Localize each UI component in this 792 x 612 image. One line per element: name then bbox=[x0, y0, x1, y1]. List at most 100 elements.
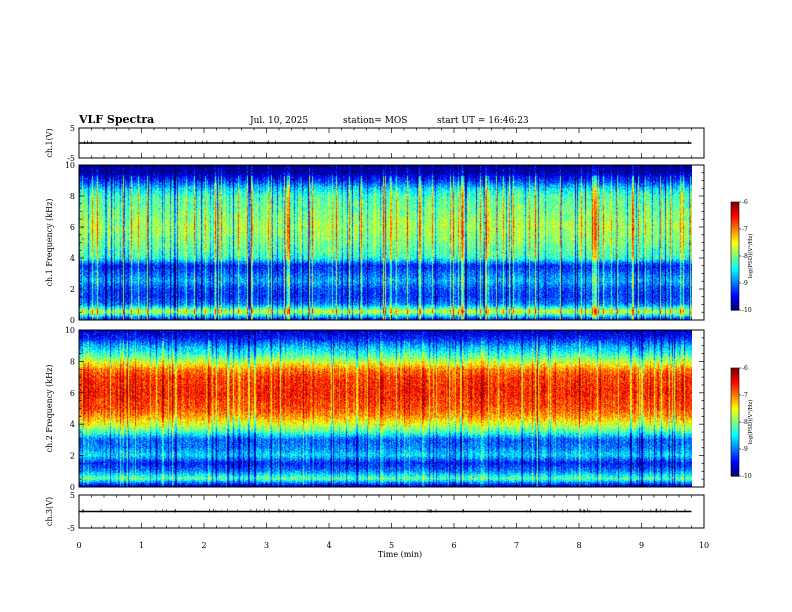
colorbar-swatch bbox=[731, 472, 739, 475]
ch2-spectrogram-image bbox=[79, 330, 692, 487]
colorbar-swatch bbox=[731, 387, 739, 391]
colorbar-swatch bbox=[731, 409, 739, 412]
colorbar-label: log(PSD)(V²/Hz) bbox=[747, 400, 754, 445]
colorbar-swatch bbox=[731, 266, 739, 270]
colorbar-swatch bbox=[731, 252, 739, 255]
x-tick-label: 9 bbox=[639, 541, 644, 550]
colorbar-swatch bbox=[731, 393, 739, 396]
colorbar-swatch bbox=[731, 286, 739, 289]
colorbar-swatch bbox=[731, 263, 739, 266]
y-tick-label: 10 bbox=[65, 326, 75, 335]
colorbar-swatch bbox=[731, 218, 739, 221]
colorbar-swatch bbox=[731, 407, 739, 410]
colorbar-swatch bbox=[731, 386, 739, 389]
ch1-voltage-panel: 5 -5 ch.1(V) bbox=[45, 124, 705, 163]
colorbar-swatch bbox=[731, 301, 739, 304]
colorbar-swatch bbox=[731, 232, 739, 235]
colorbar-swatch bbox=[731, 248, 739, 252]
colorbar-swatch bbox=[731, 230, 739, 234]
colorbar-swatch bbox=[731, 389, 739, 392]
y-tick-label: 6 bbox=[70, 389, 75, 398]
y-tick-label: 8 bbox=[70, 192, 75, 201]
colorbar-swatch bbox=[731, 411, 739, 414]
colorbar-swatch bbox=[731, 456, 739, 459]
x-tick-label: 5 bbox=[389, 541, 394, 550]
ch2-spectrogram-ylabel: ch.2 Frequency (kHz) bbox=[45, 365, 54, 453]
colorbar-swatch bbox=[731, 234, 739, 237]
colorbar-swatch bbox=[731, 373, 739, 376]
colorbar-swatch bbox=[731, 369, 739, 373]
colorbar-swatch bbox=[731, 216, 739, 219]
colorbar-swatch bbox=[731, 250, 739, 253]
colorbar-swatch bbox=[731, 261, 739, 264]
colorbar-swatch bbox=[731, 281, 739, 284]
colorbar-swatch bbox=[731, 454, 739, 457]
colorbar-swatch bbox=[731, 241, 739, 244]
colorbar-swatch bbox=[731, 431, 739, 434]
colorbar-swatch bbox=[731, 299, 739, 302]
colorbar-swatch bbox=[731, 270, 739, 273]
y-tick-label: 5 bbox=[70, 491, 75, 500]
colorbar-swatch bbox=[731, 440, 739, 443]
ch2-colorbar: -6 -7 -8 -9 -10 log(PSD)(V²/Hz) bbox=[730, 365, 754, 480]
colorbar-swatch bbox=[731, 268, 739, 271]
colorbar-swatch bbox=[731, 223, 739, 226]
colorbar-tick-label: -10 bbox=[742, 473, 752, 480]
colorbar-swatch bbox=[731, 382, 739, 385]
ch3-voltage-panel: 5 -5 ch.3(V) bbox=[45, 491, 705, 533]
date-label: Jul. 10, 2025 bbox=[249, 116, 308, 126]
colorbar-swatch bbox=[731, 441, 739, 445]
colorbar-swatch bbox=[731, 212, 739, 216]
colorbar-tick-label: -8 bbox=[742, 419, 748, 426]
y-tick-label: 0 bbox=[70, 483, 75, 492]
y-tick-label: 6 bbox=[70, 223, 75, 232]
colorbar-swatch bbox=[731, 277, 739, 280]
colorbar-swatch bbox=[731, 395, 739, 398]
colorbar-swatch bbox=[731, 368, 739, 371]
y-tick-label: 4 bbox=[70, 254, 75, 263]
colorbar-swatch bbox=[731, 463, 739, 466]
colorbar-swatch bbox=[731, 474, 739, 477]
colorbar-swatch bbox=[731, 450, 739, 454]
colorbar-tick-label: -9 bbox=[742, 280, 748, 287]
colorbar-swatch bbox=[731, 288, 739, 291]
colorbar-swatch bbox=[731, 465, 739, 468]
colorbar-swatch bbox=[731, 432, 739, 436]
colorbar-swatch bbox=[731, 290, 739, 293]
colorbar-swatch bbox=[731, 306, 739, 309]
y-tick-label: 5 bbox=[70, 124, 75, 133]
colorbar-swatch bbox=[731, 283, 739, 286]
colorbar-swatch bbox=[731, 404, 739, 407]
x-tick-label: 4 bbox=[326, 541, 331, 550]
colorbar-swatch bbox=[731, 238, 739, 241]
colorbar-swatch bbox=[731, 256, 739, 259]
colorbar-swatch bbox=[731, 449, 739, 452]
colorbar-tick-label: -6 bbox=[742, 199, 748, 206]
colorbar-swatch bbox=[731, 445, 739, 448]
colorbar-swatch bbox=[731, 425, 739, 428]
x-tick-label: 1 bbox=[139, 541, 144, 550]
colorbar-swatch bbox=[731, 229, 739, 232]
x-tick-label: 3 bbox=[264, 541, 269, 550]
colorbar-swatch bbox=[731, 239, 739, 243]
colorbar-swatch bbox=[731, 274, 739, 277]
colorbar-swatch bbox=[731, 452, 739, 455]
ch1-voltage-ylabel: ch.1(V) bbox=[45, 128, 54, 157]
y-tick-label: 0 bbox=[70, 316, 75, 325]
ch1-colorbar: -6 -7 -8 -9 -10 log(PSD)(V²/Hz) bbox=[730, 199, 754, 314]
time-axis: 0 1 2 3 4 5 6 7 8 9 10 bbox=[76, 541, 709, 550]
colorbar-tick-label: -8 bbox=[742, 253, 748, 260]
colorbar-swatch bbox=[731, 220, 739, 223]
colorbar-swatch bbox=[731, 209, 739, 212]
colorbar-swatch bbox=[731, 405, 739, 409]
x-tick-label: 8 bbox=[576, 541, 581, 550]
colorbar-swatch bbox=[731, 434, 739, 437]
colorbar-swatch bbox=[731, 221, 739, 225]
colorbar-swatch bbox=[731, 467, 739, 470]
colorbar-tick-label: -7 bbox=[742, 226, 748, 233]
colorbar-swatch bbox=[731, 375, 739, 378]
y-tick-label: 4 bbox=[70, 420, 75, 429]
y-tick-label: 10 bbox=[65, 161, 75, 170]
colorbar-tick-label: -10 bbox=[742, 307, 752, 314]
colorbar-swatch bbox=[731, 207, 739, 210]
